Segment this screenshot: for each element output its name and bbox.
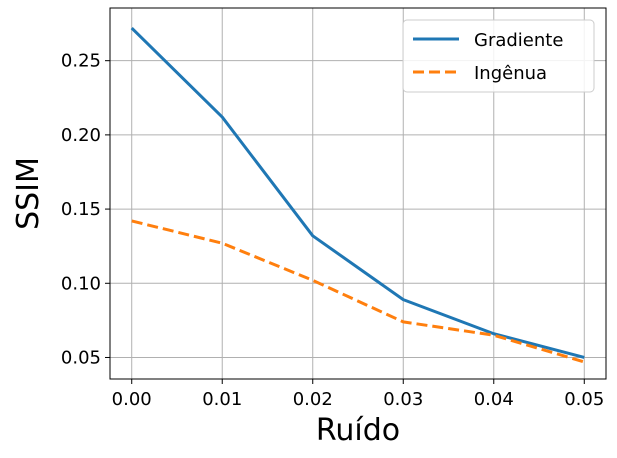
series-line-1 bbox=[130, 26, 585, 359]
y-tick-label: 0.20 bbox=[61, 125, 101, 146]
y-axis-title: SSIM bbox=[11, 157, 46, 230]
y-tick-label: 0.15 bbox=[61, 199, 101, 220]
legend: Gradiente Ingênua bbox=[402, 19, 595, 93]
x-tick-label: 0.00 bbox=[112, 389, 152, 410]
axis-ticks: 0.00 0.01 0.02 0.03 0.04 0.05 0.05 0.10 0.15 0.20… bbox=[61, 51, 604, 410]
x-axis-title: Ruído bbox=[316, 413, 400, 448]
y-tick-label: 0.10 bbox=[61, 273, 101, 294]
x-tick-label: 0.05 bbox=[564, 389, 604, 410]
y-tick-label: 0.25 bbox=[61, 51, 101, 72]
x-tick-label: 0.04 bbox=[474, 389, 514, 410]
legend-label-1: Gradiente bbox=[474, 30, 563, 51]
series-layer bbox=[130, 26, 585, 364]
x-tick-label: 0.03 bbox=[383, 389, 423, 410]
x-tick-label: 0.02 bbox=[293, 389, 333, 410]
plot-frame bbox=[109, 7, 607, 380]
x-tick-label: 0.01 bbox=[202, 389, 242, 410]
series-line-2 bbox=[131, 219, 585, 364]
legend-label-2: Ingênua bbox=[474, 63, 547, 84]
y-tick-label: 0.05 bbox=[61, 347, 101, 368]
